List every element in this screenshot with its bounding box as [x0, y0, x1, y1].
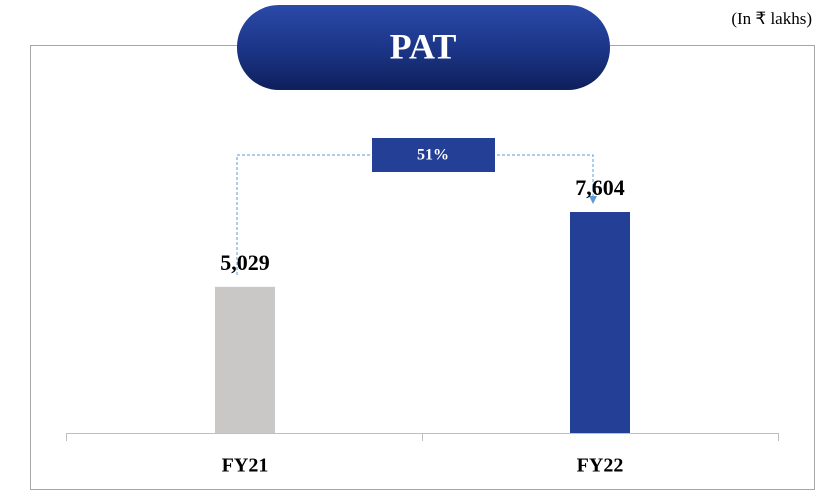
title-pill — [237, 5, 610, 90]
value-label: 5,029 — [220, 250, 270, 275]
growth-connector — [236, 154, 597, 275]
chart-title: PAT — [390, 26, 457, 66]
x-tick-label: FY22 — [577, 455, 624, 477]
value-label: 7,604 — [575, 175, 625, 200]
frame — [30, 45, 815, 490]
bar — [570, 212, 630, 433]
x-tick-label: FY21 — [222, 455, 269, 477]
unit-note: (In ₹ lakhs) — [731, 9, 812, 28]
bar — [215, 286, 275, 433]
growth-label: 51% — [417, 147, 449, 164]
growth-box — [372, 138, 495, 172]
